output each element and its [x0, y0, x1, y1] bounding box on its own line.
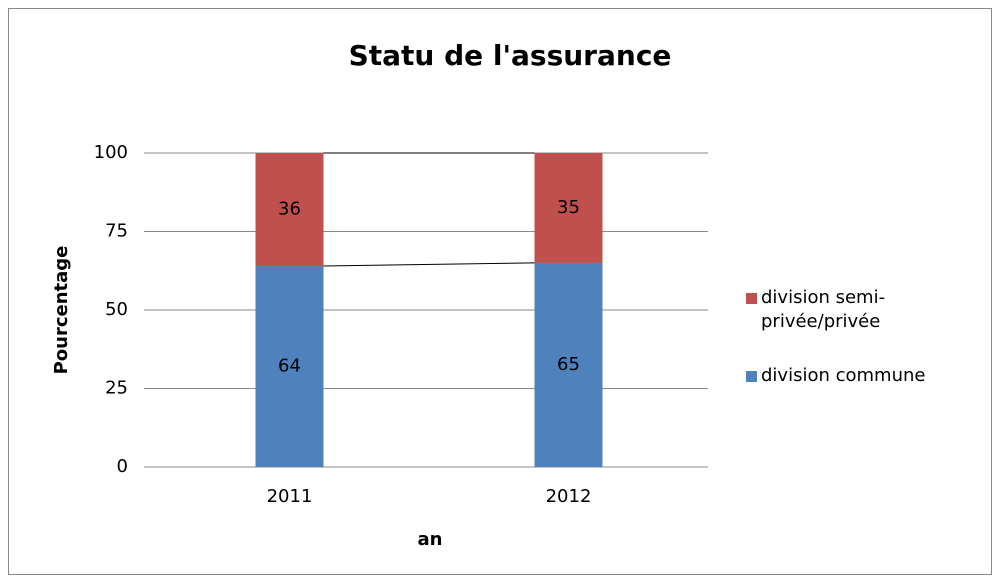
series-line — [323, 262, 535, 267]
y-tick-label: 50 — [105, 299, 128, 320]
x-tick-label: 2012 — [546, 486, 592, 507]
legend-label: division semi-privée/privée — [761, 287, 886, 332]
data-label: 35 — [557, 197, 580, 218]
data-label: 65 — [557, 354, 580, 375]
bar-segment — [255, 153, 324, 267]
y-tick-label: 100 — [94, 142, 128, 163]
bar-segment — [534, 262, 603, 467]
bar-segment — [534, 153, 603, 263]
legend-item: division semi-privée/privée — [746, 286, 976, 334]
chart-title: Statu de l'assurance — [349, 39, 672, 72]
legend: division semi-privée/privée division comm… — [746, 286, 976, 398]
legend-swatch — [746, 371, 757, 382]
legend-item: division commune — [746, 364, 976, 388]
x-axis-label: an — [418, 529, 443, 550]
legend-swatch — [746, 293, 757, 304]
data-label: 64 — [278, 356, 301, 377]
y-tick-label: 75 — [105, 221, 128, 242]
data-label: 36 — [278, 199, 301, 220]
legend-label: division commune — [761, 365, 926, 386]
chart-border — [8, 8, 992, 575]
bar-segment — [255, 266, 324, 467]
y-tick-label: 25 — [105, 378, 128, 399]
y-axis-label: Pourcentage — [51, 246, 72, 375]
y-tick-label: 0 — [117, 456, 128, 477]
x-tick-label: 2011 — [267, 486, 313, 507]
